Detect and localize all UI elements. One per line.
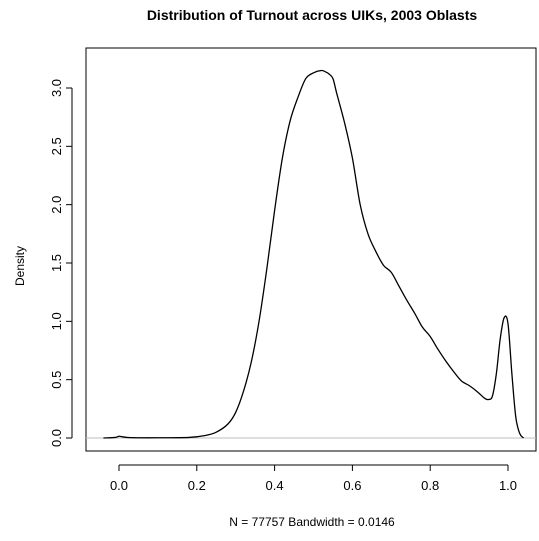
y-tick-label: 3.0 [49,79,64,97]
y-tick-label: 2.0 [49,196,64,214]
x-tick-label: 0.8 [421,478,439,493]
y-tick-label: 0.5 [49,371,64,389]
x-tick-label: 0.4 [266,478,284,493]
y-tick-label: 1.5 [49,254,64,272]
y-axis: 0.0 0.5 1.0 1.5 2.0 2.5 3.0 [49,79,73,447]
plot-box [85,47,537,452]
chart-title: Distribution of Turnout across UIKs, 200… [147,7,478,23]
x-axis: 0.0 0.2 0.4 0.6 0.8 1.0 [110,464,517,493]
x-tick-label: 0.6 [343,478,361,493]
y-tick-label: 2.5 [49,137,64,155]
x-tick-label: 0.0 [110,478,128,493]
x-tick-label: 1.0 [499,478,517,493]
x-tick-label: 0.2 [188,478,206,493]
y-tick-label: 1.0 [49,312,64,330]
density-series-line [103,69,525,439]
y-axis-label: Density [13,246,27,286]
x-axis-label: N = 77757 Bandwidth = 0.0146 [229,515,395,529]
y-tick-label: 0.0 [49,429,64,447]
